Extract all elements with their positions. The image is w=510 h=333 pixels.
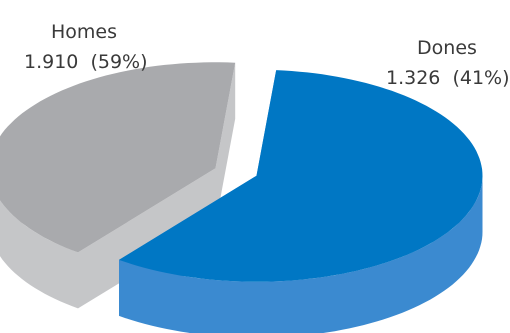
slice-label-homes: Homes xyxy=(51,21,117,43)
slice-label-dones: Dones xyxy=(417,37,477,59)
pie-slice-dones xyxy=(0,62,236,253)
slice-value-homes: 1.910 (59%) xyxy=(24,51,148,73)
slice-percent-dones: (41%) xyxy=(452,67,509,89)
slice-percent-homes: (59%) xyxy=(90,51,147,73)
slice-value-text-homes: 1.910 xyxy=(24,51,78,73)
slice-side-homes-0 xyxy=(119,175,483,333)
pie-slice-homes xyxy=(119,70,483,282)
slice-value-text-dones: 1.326 xyxy=(386,67,440,89)
pie-slices xyxy=(0,62,483,333)
pie-labels: Homes 1.910 (59%) Dones 1.326 (41%) xyxy=(24,21,510,89)
slice-side-dones-0 xyxy=(0,200,78,309)
slice-cut-face-dones-1 xyxy=(215,62,236,225)
slice-value-dones: 1.326 (41%) xyxy=(386,67,510,89)
slice-cut-face-dones-0 xyxy=(78,168,216,309)
